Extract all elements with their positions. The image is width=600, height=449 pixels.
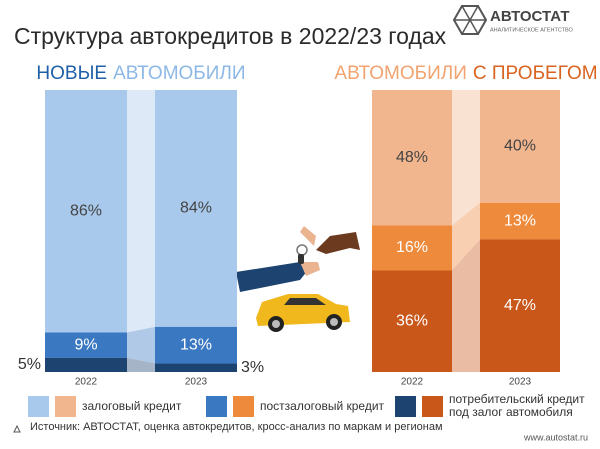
legend-label: постзалоговый кредит bbox=[260, 398, 385, 413]
value-label: 13% bbox=[180, 336, 212, 353]
value-label: 3% bbox=[241, 359, 264, 376]
value-label: 16% bbox=[396, 239, 428, 256]
panel-title-part: АВТОМОБИЛИ bbox=[334, 63, 466, 84]
legend-swatch bbox=[422, 396, 443, 417]
value-label: 40% bbox=[504, 138, 536, 155]
legend-item: потребительский кредит под залог автомоб… bbox=[449, 392, 585, 419]
connector bbox=[127, 90, 155, 333]
page-title: Структура автокредитов в 2022/23 годах bbox=[14, 23, 447, 49]
bar-segment bbox=[480, 239, 560, 372]
legend-item: залоговый кредит bbox=[82, 398, 182, 413]
value-label: 47% bbox=[504, 297, 536, 314]
bar-segment bbox=[372, 270, 452, 372]
panel-title-part: НОВЫЕ bbox=[36, 63, 107, 84]
legend-swatch bbox=[233, 396, 254, 417]
bar-segment bbox=[480, 90, 560, 203]
legend-swatch bbox=[28, 396, 49, 417]
url: www.autostat.ru bbox=[523, 432, 588, 442]
value-label: 48% bbox=[396, 149, 428, 166]
bar-segment bbox=[155, 326, 237, 364]
legend-swatch bbox=[55, 396, 76, 417]
bar-segment bbox=[372, 90, 452, 226]
legend-item: постзалоговый кредит bbox=[260, 398, 385, 413]
logo-icon bbox=[452, 5, 488, 35]
connector bbox=[452, 239, 480, 372]
logo-name: АВТОСТАТ bbox=[490, 8, 569, 25]
legend-label: потребительский кредит под залог автомоб… bbox=[449, 392, 585, 419]
x-tick-label: 2022 bbox=[401, 377, 424, 388]
bar-segment bbox=[45, 90, 127, 333]
source: Источник: АВТОСТАТ, оценка автокредитов,… bbox=[30, 421, 443, 433]
panel-title-part: С ПРОБЕГОМ bbox=[473, 63, 598, 84]
connector bbox=[452, 202, 480, 271]
connector bbox=[127, 326, 155, 364]
value-label: 86% bbox=[70, 202, 102, 219]
source-icon bbox=[13, 424, 21, 433]
connector bbox=[452, 90, 480, 226]
bar-segment bbox=[155, 90, 237, 327]
legend-label: залоговый кредит bbox=[82, 398, 182, 413]
value-label: 5% bbox=[18, 356, 41, 373]
bar-segment bbox=[480, 202, 560, 240]
bar-segment bbox=[45, 357, 127, 372]
value-label: 84% bbox=[180, 200, 212, 217]
panel-title: НОВЫЕ АВТОМОБИЛИ bbox=[36, 63, 245, 84]
bar-segment bbox=[155, 363, 237, 372]
logo-tagline: АНАЛИТИЧЕСКОЕ АГЕНТСТВО bbox=[490, 27, 574, 33]
value-label: 36% bbox=[396, 312, 428, 329]
illustration bbox=[236, 226, 360, 332]
value-label: 9% bbox=[74, 336, 97, 353]
bar-segment bbox=[372, 225, 452, 271]
legend-swatch bbox=[206, 396, 227, 417]
x-tick-label: 2023 bbox=[509, 377, 532, 388]
panel-title-part: АВТОМОБИЛИ bbox=[113, 63, 245, 84]
connector bbox=[127, 357, 155, 372]
x-tick-label: 2023 bbox=[185, 377, 208, 388]
legend-swatch bbox=[395, 396, 416, 417]
x-tick-label: 2022 bbox=[75, 377, 98, 388]
panel-title: АВТОМОБИЛИ С ПРОБЕГОМ bbox=[334, 63, 597, 84]
value-label: 13% bbox=[504, 212, 536, 229]
bar-segment bbox=[45, 332, 127, 358]
